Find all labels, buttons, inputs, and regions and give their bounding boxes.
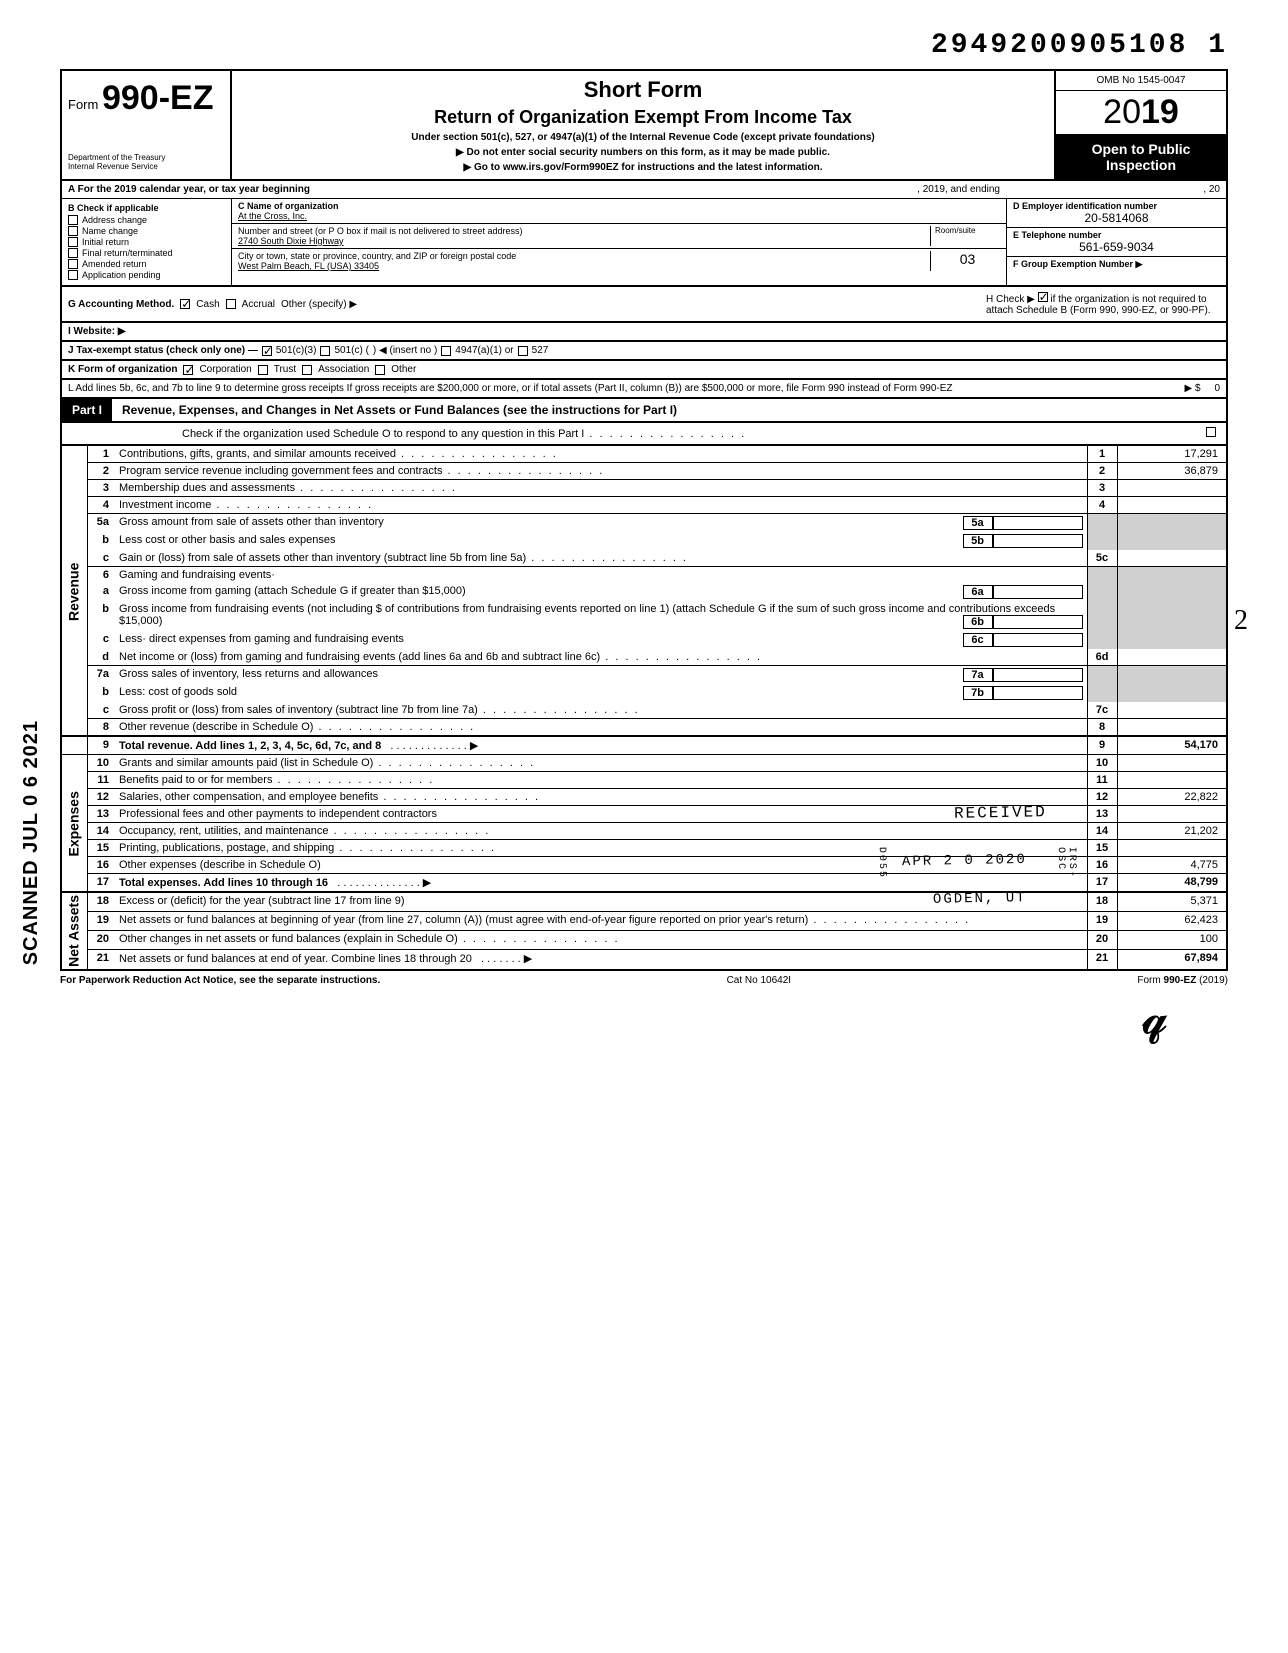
side-net-assets: Net Assets	[61, 892, 87, 970]
line-9-amt: 54,170	[1117, 736, 1227, 755]
handwritten-2: 2	[1234, 605, 1248, 637]
row-l-gross-receipts: L Add lines 5b, 6c, and 7b to line 9 to …	[60, 380, 1228, 399]
cb-527[interactable]	[518, 346, 528, 356]
line-19-amt: 62,423	[1117, 911, 1227, 930]
line-12-amt: 22,822	[1117, 789, 1227, 806]
line-6d-amt	[1117, 649, 1227, 666]
cb-address-change[interactable]: Address change	[68, 215, 225, 225]
city-state-zip: West Palm Beach, FL (USA) 33405	[238, 261, 930, 271]
cb-name-change[interactable]: Name change	[68, 226, 225, 236]
stamp-received: RECEIVED	[954, 803, 1047, 823]
line-18-amt: 5,371	[1117, 892, 1227, 911]
line-4-amt	[1117, 497, 1227, 514]
stamp-irs-osc: IRS-OSC	[1054, 847, 1077, 879]
org-name: At the Cross, Inc.	[238, 211, 1000, 221]
b-header: B Check if applicable	[68, 203, 225, 213]
cb-501c[interactable]	[320, 346, 330, 356]
title-return: Return of Organization Exempt From Incom…	[242, 107, 1044, 128]
city-label: City or town, state or province, country…	[238, 251, 930, 261]
ein-value: 20-5814068	[1013, 211, 1220, 225]
cb-application-pending[interactable]: Application pending	[68, 270, 225, 280]
cb-schedule-o[interactable]	[1206, 427, 1216, 437]
row-i-website: I Website: ▶	[60, 323, 1228, 342]
part1-header: Part I Revenue, Expenses, and Changes in…	[60, 399, 1228, 423]
cb-amended-return[interactable]: Amended return	[68, 259, 225, 269]
scanned-stamp: SCANNED JUL 0 6 2021	[20, 720, 43, 965]
title-section: Under section 501(c), 527, or 4947(a)(1)…	[242, 132, 1044, 143]
line-10-amt	[1117, 755, 1227, 772]
signature-mark: 𝓺	[60, 990, 1228, 1046]
c-label: C Name of organization	[238, 201, 1000, 211]
cb-final-return[interactable]: Final return/terminated	[68, 248, 225, 258]
row-j-tax-exempt: J Tax-exempt status (check only one) — 5…	[60, 342, 1228, 361]
footer: For Paperwork Reduction Act Notice, see …	[60, 971, 1228, 990]
line-17-amt: 48,799	[1117, 874, 1227, 893]
line-2-amt: 36,879	[1117, 463, 1227, 480]
cb-initial-return[interactable]: Initial return	[68, 237, 225, 247]
line-14-amt: 21,202	[1117, 823, 1227, 840]
phone-value: 561-659-9034	[1013, 240, 1220, 254]
line-7c-amt	[1117, 702, 1227, 719]
tracking-number: 2949200905108 1	[60, 30, 1228, 61]
title-short-form: Short Form	[242, 77, 1044, 103]
part1-table: Revenue 1 Contributions, gifts, grants, …	[60, 446, 1228, 971]
cb-4947[interactable]	[441, 346, 451, 356]
line-1-amt: 17,291	[1117, 446, 1227, 463]
room-label: Room/suite	[935, 226, 1000, 235]
identity-block: B Check if applicable Address change Nam…	[60, 199, 1228, 287]
omb-number: OMB No 1545-0047	[1056, 71, 1226, 91]
row-a-tax-year: A For the 2019 calendar year, or tax yea…	[60, 181, 1228, 199]
part1-schedule-o-check: Check if the organization used Schedule …	[60, 423, 1228, 446]
tax-year: 2019	[1056, 91, 1226, 135]
form-header: Form 990-EZ Department of the Treasury I…	[60, 69, 1228, 181]
f-label: F Group Exemption Number ▶	[1013, 259, 1220, 270]
line-20-amt: 100	[1117, 930, 1227, 949]
side-expenses: Expenses	[61, 755, 87, 893]
line-8-amt	[1117, 719, 1227, 737]
cb-cash[interactable]	[180, 299, 190, 309]
title-url: ▶ Go to www.irs.gov/Form990EZ for instru…	[242, 162, 1044, 173]
room-value: 03	[935, 251, 1000, 267]
line-21-amt: 67,894	[1117, 949, 1227, 970]
line-11-amt	[1117, 772, 1227, 789]
line-13-amt	[1117, 806, 1227, 823]
line-5c-amt	[1117, 550, 1227, 567]
addr-label: Number and street (or P O box if mail is…	[238, 226, 930, 236]
e-label: E Telephone number	[1013, 230, 1220, 240]
h-schedule-b: H Check ▶ if the organization is not req…	[980, 290, 1220, 318]
cb-accrual[interactable]	[226, 299, 236, 309]
cb-trust[interactable]	[258, 365, 268, 375]
street-address: 2740 South Dixie Highway	[238, 236, 930, 246]
stamp-date: APR 2 0 2020	[902, 852, 1027, 870]
cb-corporation[interactable]	[183, 365, 193, 375]
form-number: Form 990-EZ	[68, 79, 224, 118]
dept-treasury: Department of the Treasury Internal Reve…	[68, 153, 224, 171]
line-15-amt	[1117, 840, 1227, 857]
open-to-public: Open to Public Inspection	[1056, 135, 1226, 179]
cb-other-org[interactable]	[375, 365, 385, 375]
d-label: D Employer identification number	[1013, 201, 1220, 211]
cb-schedule-b[interactable]	[1038, 292, 1048, 302]
row-k-org-form: K Form of organization Corporation Trust…	[60, 361, 1228, 380]
side-revenue: Revenue	[61, 446, 87, 736]
title-ssn-warning: ▶ Do not enter social security numbers o…	[242, 147, 1044, 158]
stamp-d055: D055	[875, 847, 887, 879]
line-3-amt	[1117, 480, 1227, 497]
line-16-amt: 4,775	[1117, 857, 1227, 874]
cb-association[interactable]	[302, 365, 312, 375]
stamp-ogden: OGDEN, UT	[933, 890, 1027, 908]
cb-501c3[interactable]	[262, 346, 272, 356]
row-g-accounting: G Accounting Method. Cash Accrual Other …	[60, 287, 1228, 323]
